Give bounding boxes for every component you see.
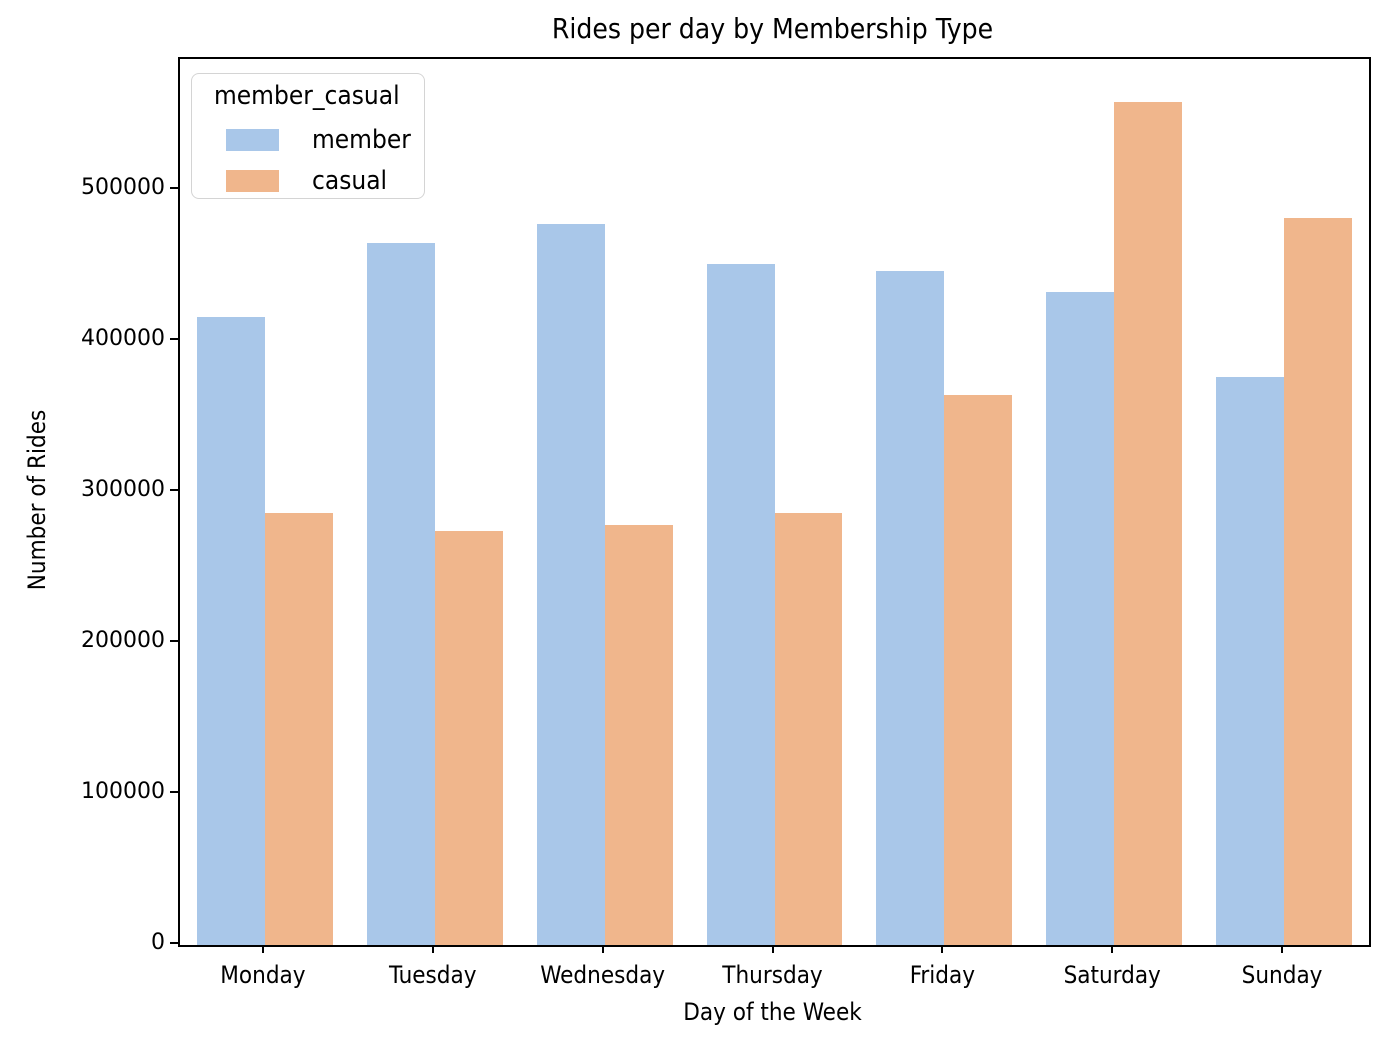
bar-sunday-member xyxy=(1216,377,1285,945)
bar-saturday-member xyxy=(1046,292,1115,945)
y-tick-mark xyxy=(170,488,178,491)
bar-group-monday xyxy=(180,59,350,945)
y-tick-mark xyxy=(170,186,178,189)
x-tick-label-wednesday: Wednesday xyxy=(540,961,666,989)
y-tick-label: 500000 xyxy=(81,174,165,200)
bar-monday-casual xyxy=(264,512,333,945)
chart-title: Rides per day by Membership Type xyxy=(551,12,994,45)
bars-layer xyxy=(180,59,1369,945)
x-tick-mark xyxy=(431,945,434,953)
legend-item-casual: casual xyxy=(226,168,412,194)
x-tick-mark xyxy=(261,945,264,953)
x-tick-label-tuesday: Tuesday xyxy=(389,961,477,989)
bar-group-tuesday xyxy=(350,59,520,945)
bar-sunday-casual xyxy=(1284,218,1353,945)
legend-label-casual: casual xyxy=(312,166,388,196)
legend-label-member: member xyxy=(312,125,411,155)
x-tick-label-saturday: Saturday xyxy=(1063,961,1161,989)
bar-tuesday-casual xyxy=(434,531,503,945)
y-tick-label: 400000 xyxy=(81,325,165,351)
y-tick-mark xyxy=(170,942,178,944)
bar-thursday-casual xyxy=(774,512,843,945)
x-tick-label-friday: Friday xyxy=(909,961,975,989)
legend: member_casual member casual xyxy=(191,73,425,199)
x-tick-mark xyxy=(941,945,944,953)
x-tick-label-monday: Monday xyxy=(220,961,306,989)
bar-group-sunday xyxy=(1199,59,1369,945)
bar-monday-member xyxy=(196,316,265,945)
x-tick-mark xyxy=(601,945,604,953)
x-tick-label-sunday: Sunday xyxy=(1241,961,1323,989)
y-tick-label: 300000 xyxy=(81,476,165,502)
bar-group-friday xyxy=(859,59,1029,945)
y-axis-label: Number of Rides xyxy=(23,409,51,591)
y-tick-label: 100000 xyxy=(81,778,165,804)
member-color-swatch xyxy=(226,129,279,151)
bar-group-thursday xyxy=(690,59,860,945)
bar-saturday-casual xyxy=(1114,102,1183,945)
x-tick-mark xyxy=(771,945,774,953)
x-tick-label-thursday: Thursday xyxy=(722,961,823,989)
bar-wednesday-casual xyxy=(604,525,673,945)
y-tick-label: 200000 xyxy=(81,627,165,653)
casual-color-swatch xyxy=(226,170,279,192)
plot-area: member_casual member casual xyxy=(178,57,1371,947)
legend-item-member: member xyxy=(226,127,412,153)
x-tick-mark xyxy=(1281,945,1284,953)
x-axis-label: Day of the Week xyxy=(683,998,862,1026)
y-tick-mark xyxy=(170,639,178,642)
bar-friday-casual xyxy=(944,395,1013,945)
bar-wednesday-member xyxy=(536,224,605,945)
bar-tuesday-member xyxy=(366,242,435,945)
y-tick-mark xyxy=(170,790,178,793)
bar-group-wednesday xyxy=(520,59,690,945)
x-tick-mark xyxy=(1111,945,1114,953)
bar-thursday-member xyxy=(706,263,775,945)
bar-friday-member xyxy=(876,271,945,945)
bar-group-saturday xyxy=(1029,59,1199,945)
y-tick-label: 0 xyxy=(151,930,165,955)
legend-title: member_casual xyxy=(214,81,400,111)
y-tick-mark xyxy=(170,337,178,340)
